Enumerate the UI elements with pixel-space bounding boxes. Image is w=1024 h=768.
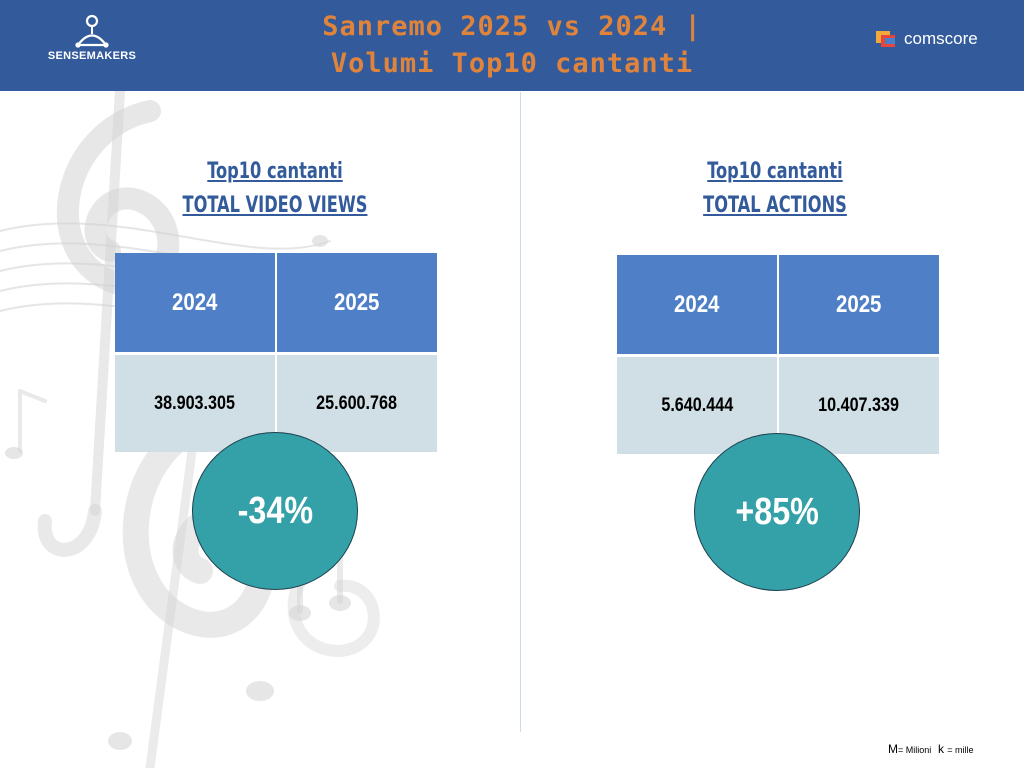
right-section-title-line2: TOTAL ACTIONS xyxy=(703,193,847,218)
sensemakers-logo: SENSEMAKERS xyxy=(42,12,142,72)
footnote-m-letter: M xyxy=(888,742,898,756)
sensemakers-logo-text: SENSEMAKERS xyxy=(47,50,137,62)
left-table-header-2025: 2025 xyxy=(276,253,437,355)
comscore-logo: comscore xyxy=(876,28,996,52)
right-table-header-row: 2024 2025 xyxy=(617,255,939,357)
left-change-badge: -34% xyxy=(192,432,358,590)
header-bar: SENSEMAKERS Sanremo 2025 vs 2024 | Volum… xyxy=(0,0,1024,91)
left-data-table: 2024 2025 38.903.305 25.600.768 xyxy=(115,253,437,452)
sensemakers-logo-icon xyxy=(75,14,109,48)
right-section-title: Top10 cantanti TOTAL ACTIONS xyxy=(673,155,878,223)
page-title: Sanremo 2025 vs 2024 | Volumi Top10 cant… xyxy=(262,8,762,82)
footnote: M= Milioni k = mille xyxy=(888,742,974,756)
panel-divider xyxy=(520,92,521,732)
right-change-badge: +85% xyxy=(694,433,860,591)
page-title-line1: Sanremo 2025 vs 2024 | xyxy=(322,11,702,42)
left-table-header-2024: 2024 xyxy=(115,253,277,355)
right-section-title-line1: Top10 cantanti xyxy=(707,159,843,184)
left-table-header-row: 2024 2025 xyxy=(115,253,437,355)
footnote-k-letter: k xyxy=(937,742,944,756)
right-table-header-2025: 2025 xyxy=(778,255,939,357)
left-section-title: Top10 cantanti TOTAL VIDEO VIEWS xyxy=(173,155,378,223)
footnote-k-text: = mille xyxy=(947,745,974,755)
comscore-logo-text: comscore xyxy=(904,29,978,48)
right-table-header-2024: 2024 xyxy=(617,255,779,357)
comscore-logo-icon xyxy=(876,31,895,47)
footnote-m-text: = Milioni xyxy=(898,745,932,755)
page-title-line2: Volumi Top10 cantanti xyxy=(330,48,694,79)
left-section-title-line1: Top10 cantanti xyxy=(207,159,343,184)
right-change-value: +85% xyxy=(735,490,819,533)
right-data-table: 2024 2025 5.640.444 10.407.339 xyxy=(617,255,939,454)
left-section-title-line2: TOTAL VIDEO VIEWS xyxy=(182,193,368,218)
left-change-value: -34% xyxy=(237,489,313,532)
